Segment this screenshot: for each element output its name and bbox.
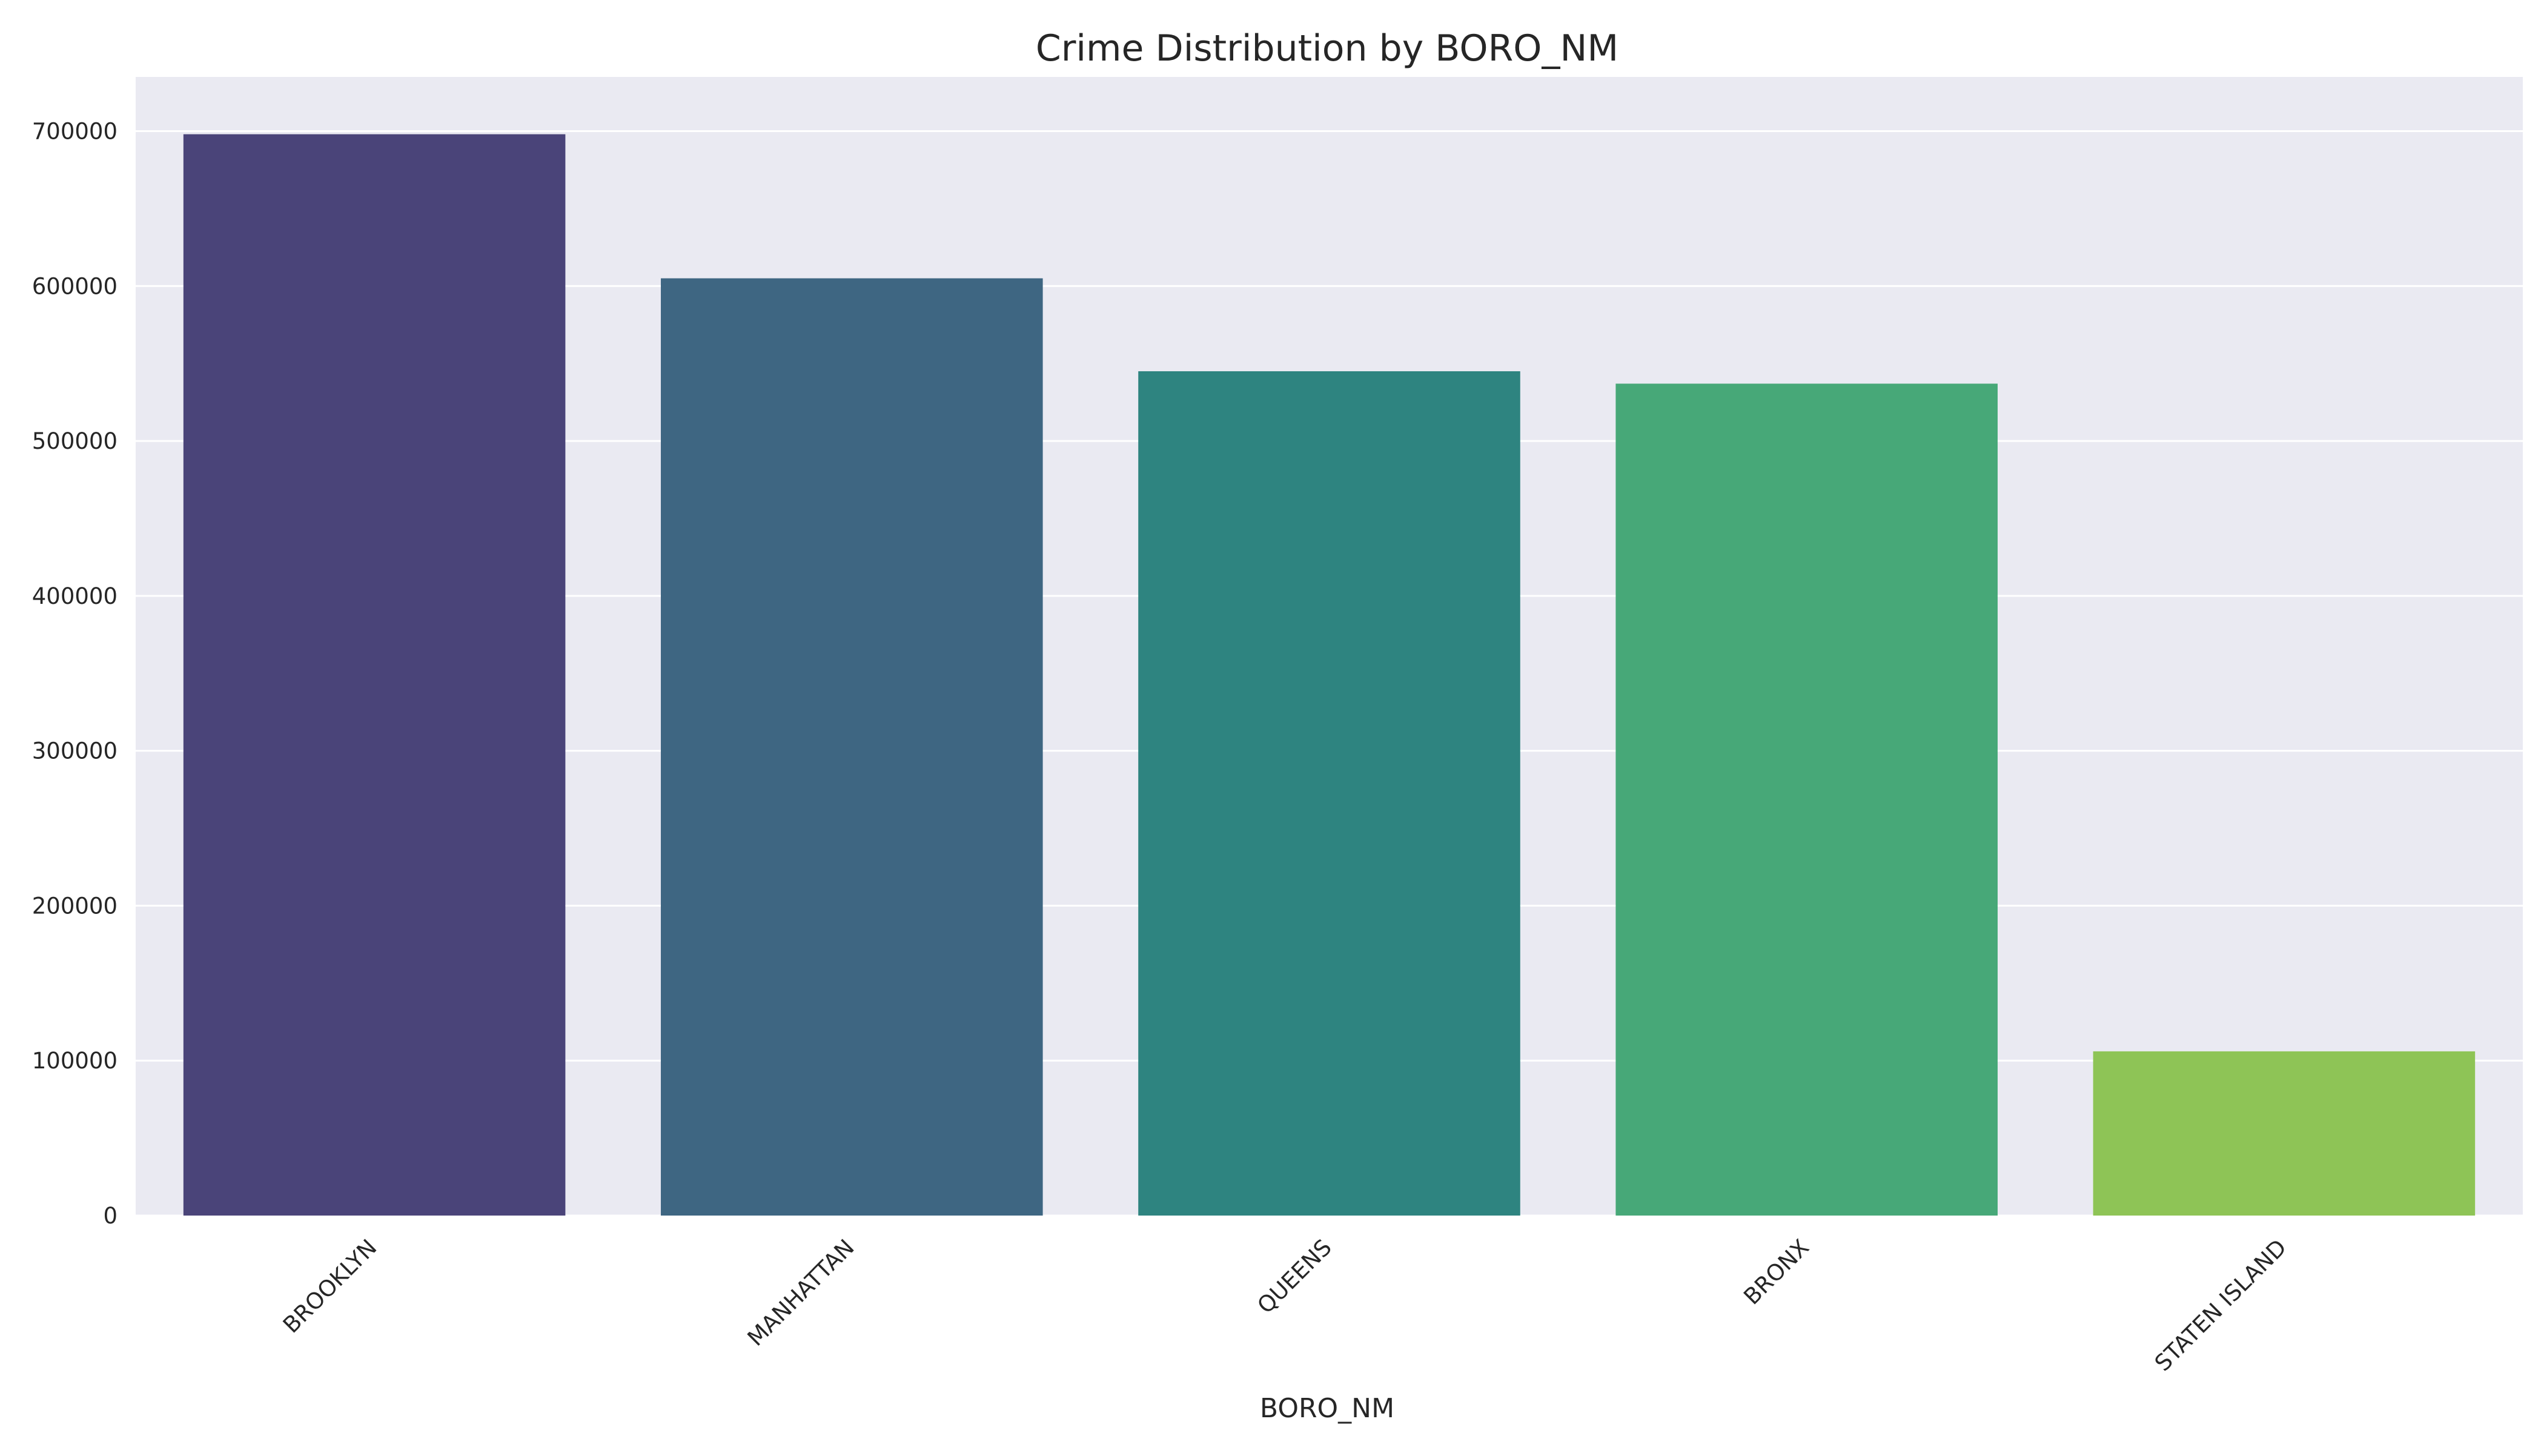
y-tick-label: 600000: [32, 273, 118, 299]
x-axis-ticks: BROOKLYN MANHATTAN QUEENS BRONX STATEN ISLAN…: [278, 1234, 2291, 1376]
x-tick-label: QUEENS: [1252, 1234, 1336, 1319]
bar-manhattan: [661, 278, 1043, 1216]
y-tick-label: 0: [103, 1203, 118, 1229]
y-tick-label: 700000: [32, 119, 118, 145]
bar-staten-island: [2093, 1051, 2476, 1216]
bar-bronx: [1615, 383, 1998, 1216]
y-tick-label: 200000: [32, 893, 118, 919]
x-tick-label: BRONX: [1738, 1234, 1814, 1310]
bars: [183, 134, 2476, 1216]
x-tick-label: BROOKLYN: [278, 1234, 382, 1339]
x-axis-label: BORO_NM: [1260, 1393, 1394, 1424]
x-tick-label: MANHATTAN: [743, 1234, 860, 1351]
y-tick-label: 100000: [32, 1048, 118, 1074]
y-axis-ticks: 0 100000 200000 300000 400000 500000 600000 700…: [32, 119, 118, 1229]
y-tick-label: 300000: [32, 738, 118, 764]
chart-title: Crime Distribution by BORO_NM: [1036, 27, 1618, 70]
y-tick-label: 500000: [32, 428, 118, 454]
x-tick-label: STATEN ISLAND: [2150, 1234, 2291, 1376]
bar-brooklyn: [183, 134, 566, 1216]
bar-queens: [1138, 371, 1520, 1216]
y-tick-label: 400000: [32, 583, 118, 609]
